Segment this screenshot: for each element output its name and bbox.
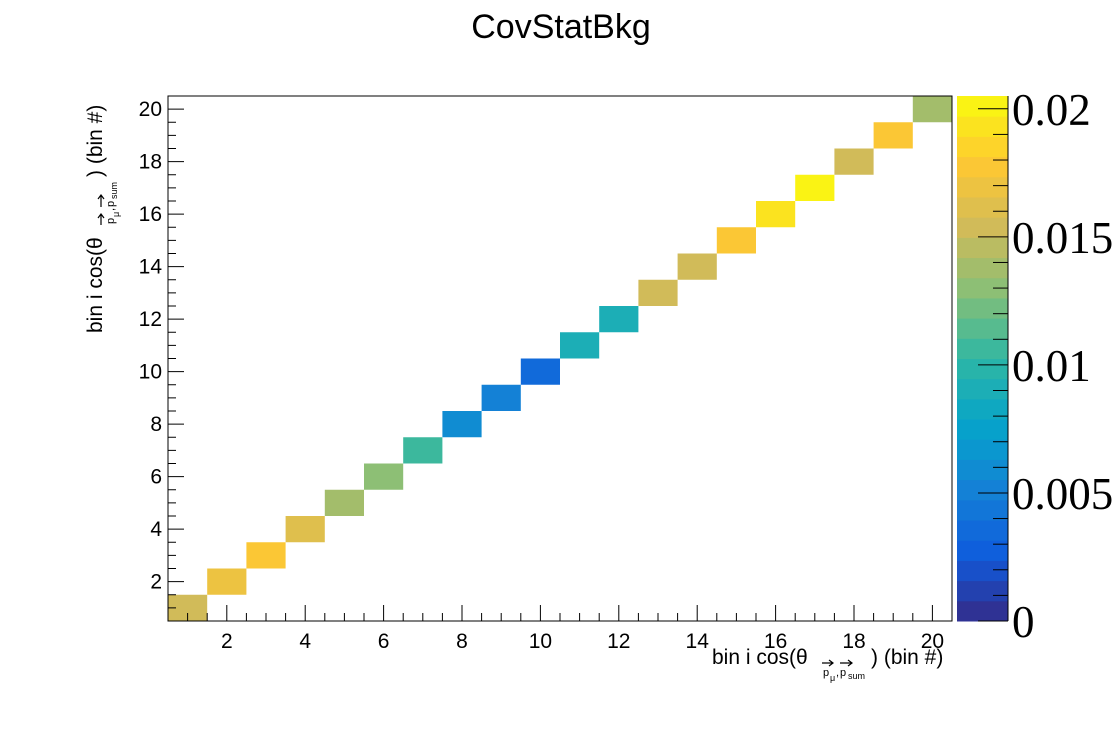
y-tick-label: 16 — [139, 203, 162, 226]
colorbar-segment — [957, 338, 1008, 359]
y-axis-vector-arrow-1 — [97, 213, 105, 225]
colorbar-tick-label: 0 — [1012, 597, 1035, 647]
colorbar-segment — [957, 297, 1008, 319]
heatmap-cell — [481, 384, 521, 411]
colorbar-segment — [957, 176, 1008, 198]
x-axis-sub1a: μ — [830, 673, 835, 683]
colorbar-segment — [957, 96, 1008, 117]
colorbar-segment — [957, 156, 1008, 178]
heatmap-cell — [364, 463, 404, 490]
y-tick-label: 4 — [150, 518, 162, 541]
y-axis-vector-arrow-2 — [97, 194, 105, 207]
heatmap-cell — [403, 437, 443, 464]
x-axis-vector-arrow-2 — [840, 659, 853, 667]
heatmap-cell — [442, 411, 482, 438]
colorbar-tick-label: 0.01 — [1012, 341, 1091, 391]
y-axis-sub2: p — [105, 201, 117, 207]
colorbar-segment — [957, 237, 1008, 259]
chart-title: CovStatBkg — [471, 8, 651, 46]
x-axis-label-post: ) (bin #) — [871, 646, 943, 669]
heatmap-cell — [599, 306, 639, 333]
colorbar-segment — [957, 520, 1008, 541]
colorbar-segment — [957, 116, 1008, 137]
colorbar-segment — [957, 318, 1008, 339]
y-axis-sub-comma: , — [105, 208, 117, 211]
heatmap-cell — [246, 542, 286, 569]
heatmap-cell — [677, 253, 717, 280]
y-tick-label: 10 — [139, 361, 162, 384]
heatmap-cell — [638, 279, 678, 306]
colorbar-segment — [957, 196, 1008, 218]
y-tick-label: 6 — [150, 466, 162, 489]
colorbar-segment — [957, 136, 1008, 158]
y-tick-label: 8 — [150, 413, 162, 436]
x-axis-sub2: p — [840, 667, 846, 679]
y-axis-sub2a: sum — [109, 182, 119, 199]
heatmap-cell — [285, 516, 325, 543]
heatmap-cell — [873, 122, 913, 149]
colorbar-segment — [957, 419, 1008, 440]
x-axis-vector-arrow-1 — [822, 659, 834, 667]
x-tick-label: 2 — [221, 630, 233, 653]
x-axis-label-pre: bin i cos(θ — [712, 646, 808, 669]
x-tick-label: 14 — [686, 630, 710, 653]
x-axis-label: bin i cos(θ p μ , p sum ) (bin #) — [712, 646, 943, 683]
x-tick-label: 8 — [456, 630, 468, 653]
colorbar-segment — [957, 479, 1008, 501]
heatmap-cells — [168, 96, 952, 621]
axes: 2 4 6 8 10 12 14 16 18 20 2 4 6 8 10 12 14 16 18 20 — [139, 95, 953, 653]
x-tick-label: 20 — [921, 630, 944, 653]
x-tick-label: 10 — [529, 630, 552, 653]
x-tick-label: 18 — [842, 630, 865, 653]
colorbar-segment — [957, 580, 1008, 602]
y-tick-label: 20 — [139, 98, 162, 121]
colorbar-segment — [957, 540, 1008, 561]
y-tick-label: 12 — [139, 308, 162, 331]
heatmap-cell — [756, 201, 796, 228]
colorbar-segment — [957, 398, 1008, 420]
heatmap-cell — [560, 332, 600, 359]
colorbar-segment — [957, 439, 1008, 460]
heatmap-cell — [834, 148, 874, 175]
heatmap-cell — [324, 489, 364, 516]
colorbar-segment — [957, 358, 1008, 380]
y-axis-label-pre: bin i cos(θ — [84, 237, 107, 333]
y-tick-label: 14 — [139, 256, 163, 279]
colorbar-segment — [957, 600, 1008, 622]
colorbar-segment — [957, 378, 1008, 400]
x-axis-sub-comma: , — [836, 667, 839, 679]
heatmap-cell — [795, 174, 835, 201]
x-axis-sub1: p — [823, 667, 829, 679]
x-axis-sub2a: sum — [848, 671, 865, 681]
colorbar-tick-label: 0.005 — [1012, 469, 1113, 519]
x-tick-label: 6 — [378, 630, 390, 653]
colorbar-segment — [957, 459, 1008, 481]
colorbar-segment — [957, 277, 1008, 299]
x-tick-label: 12 — [607, 630, 630, 653]
colorbar-segment — [957, 257, 1008, 279]
y-axis-label-post: ) (bin #) — [84, 105, 107, 177]
x-tick-label: 4 — [299, 630, 311, 653]
colorbar: 0 0.005 0.01 0.015 0.02 — [957, 85, 1113, 647]
colorbar-segment — [957, 499, 1008, 521]
colorbar-segment — [957, 217, 1008, 238]
y-tick-label: 2 — [150, 571, 162, 594]
heatmap-cell — [912, 96, 952, 123]
y-axis-sub1: p — [105, 218, 117, 224]
y-axis-sub1a: μ — [111, 212, 121, 217]
colorbar-tick-label: 0.015 — [1012, 213, 1113, 263]
heatmap-cell — [520, 358, 560, 385]
y-tick-label: 18 — [139, 151, 162, 174]
x-tick-label: 16 — [764, 630, 787, 653]
colorbar-tick-label: 0.02 — [1012, 85, 1091, 135]
colorbar-segment — [957, 560, 1008, 582]
y-axis-label: bin i cos(θ p μ , p sum ) (bin #) — [84, 105, 121, 333]
svg-text:bin i cos(θ: bin i cos(θ — [712, 646, 808, 669]
heatmap-cell — [207, 568, 247, 595]
heatmap-cell — [716, 227, 756, 254]
